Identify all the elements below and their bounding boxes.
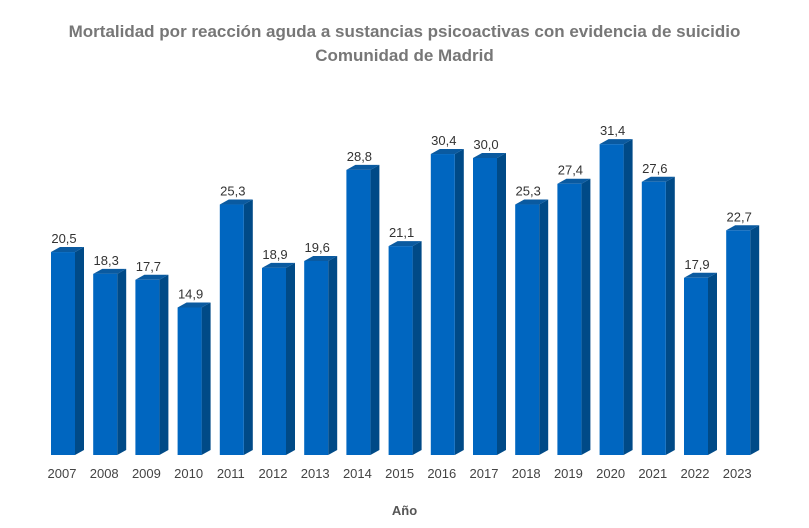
bar-side bbox=[581, 178, 591, 456]
x-tick-label: 2013 bbox=[301, 466, 330, 481]
bar bbox=[177, 307, 202, 455]
bar-side bbox=[665, 176, 675, 455]
x-tick-label: 2011 bbox=[217, 466, 245, 481]
bar-side bbox=[286, 262, 295, 455]
bar bbox=[304, 260, 329, 455]
bar-side bbox=[454, 149, 464, 456]
bar-top bbox=[473, 153, 506, 158]
data-label: 14,9 bbox=[178, 286, 203, 301]
data-label: 18,9 bbox=[262, 247, 287, 262]
bar bbox=[515, 204, 540, 455]
chart-title: Mortalidad por reacción aguda a sustanci… bbox=[68, 22, 741, 41]
bar-top bbox=[599, 139, 633, 145]
x-axis-label: Año bbox=[391, 503, 418, 518]
bar-side bbox=[117, 268, 127, 455]
bar bbox=[599, 144, 624, 455]
bar-top bbox=[262, 262, 295, 268]
bar-side bbox=[412, 241, 422, 455]
x-tick-label: 2014 bbox=[343, 466, 372, 481]
bar bbox=[473, 158, 497, 455]
x-tick-label: 2015 bbox=[385, 466, 414, 481]
x-tick-label: 2010 bbox=[174, 466, 203, 481]
bar bbox=[684, 277, 708, 455]
bar-top bbox=[219, 199, 253, 205]
chart-subtitle: Comunidad de Madrid bbox=[315, 46, 494, 65]
data-label: 17,9 bbox=[684, 257, 709, 272]
bar-side bbox=[708, 272, 717, 455]
bar-top bbox=[557, 178, 591, 184]
data-label: 31,4 bbox=[600, 123, 625, 138]
bar-top bbox=[135, 274, 169, 280]
bar-top bbox=[684, 272, 717, 278]
data-label: 27,4 bbox=[558, 163, 583, 178]
x-tick-label: 2012 bbox=[259, 466, 288, 481]
bar bbox=[346, 169, 371, 455]
data-label: 25,3 bbox=[516, 184, 541, 199]
bar-top bbox=[304, 255, 338, 261]
bar bbox=[557, 183, 582, 456]
bar-top bbox=[51, 247, 84, 253]
x-tick-label: 2019 bbox=[554, 466, 583, 481]
data-label: 20,5 bbox=[51, 231, 76, 246]
bar-top bbox=[93, 268, 127, 274]
bar-top bbox=[346, 164, 380, 170]
bar bbox=[726, 230, 751, 455]
x-tick-label: 2023 bbox=[723, 466, 752, 481]
x-tick-label: 2007 bbox=[48, 466, 77, 481]
bar-top bbox=[726, 225, 760, 231]
bar bbox=[219, 204, 244, 455]
bar bbox=[93, 273, 118, 455]
x-tick-label: 2022 bbox=[681, 466, 710, 481]
data-label: 21,1 bbox=[389, 225, 414, 240]
data-label: 28,8 bbox=[347, 149, 372, 164]
data-label: 30,0 bbox=[473, 137, 498, 152]
data-label: 27,6 bbox=[642, 161, 667, 176]
bar-side bbox=[201, 302, 211, 455]
x-tick-label: 2020 bbox=[596, 466, 625, 481]
bar-top bbox=[515, 199, 549, 205]
x-tick-label: 2009 bbox=[132, 466, 161, 481]
bar-side bbox=[75, 247, 84, 455]
x-tick-label: 2008 bbox=[90, 466, 119, 481]
x-tick-label: 2018 bbox=[512, 466, 541, 481]
data-label: 17,7 bbox=[136, 259, 161, 274]
x-tick-label: 2017 bbox=[470, 466, 499, 481]
bar-side bbox=[328, 255, 338, 455]
data-label: 22,7 bbox=[727, 209, 752, 224]
bar-top bbox=[388, 241, 422, 247]
bar bbox=[388, 246, 413, 455]
bar-side bbox=[623, 139, 633, 455]
bar-top bbox=[641, 176, 675, 182]
bar bbox=[51, 252, 75, 455]
x-tick-label: 2021 bbox=[638, 466, 667, 481]
data-label: 19,6 bbox=[305, 240, 330, 255]
bar-top bbox=[177, 302, 211, 308]
bar bbox=[262, 267, 286, 455]
bar-side bbox=[370, 164, 380, 455]
bar bbox=[430, 154, 455, 456]
data-label: 25,3 bbox=[220, 184, 245, 199]
x-tick-label: 2016 bbox=[427, 466, 456, 481]
bar-top bbox=[430, 149, 464, 155]
bar bbox=[135, 279, 160, 455]
data-label: 30,4 bbox=[431, 133, 456, 148]
bar-side bbox=[243, 199, 253, 455]
bar bbox=[641, 181, 666, 455]
bar-side bbox=[539, 199, 549, 455]
bar-side bbox=[497, 153, 506, 455]
bar-side bbox=[159, 274, 169, 455]
data-label: 18,3 bbox=[94, 253, 119, 268]
bar-side bbox=[750, 225, 760, 455]
